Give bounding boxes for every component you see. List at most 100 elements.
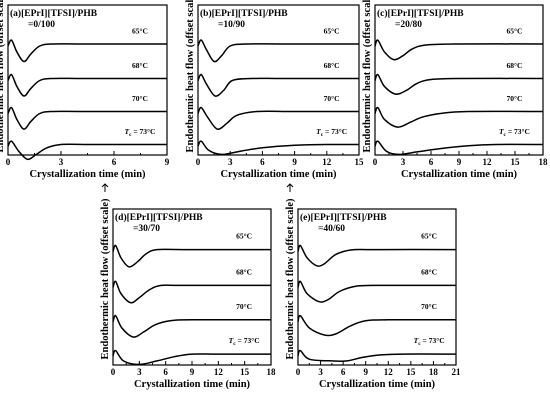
y-axis-arrow: [286, 183, 294, 192]
panel-b: 0 3 6 9 12 15 Crystallization time (min) Endoth…: [185, 0, 364, 180]
series-label: 65°C: [236, 232, 252, 241]
x-tick-label: 9: [292, 157, 297, 167]
x-tick-label: 3: [137, 367, 142, 377]
series-label: 70°C: [236, 302, 252, 311]
series-line: [297, 244, 457, 267]
x-tick-label: 15: [406, 367, 416, 377]
series-line: [197, 39, 359, 63]
series-label: Tc = 73°C: [414, 336, 445, 347]
x-tick-label: 0: [296, 367, 301, 377]
series-label: 65°C: [506, 27, 522, 36]
panel-title: (c)[EPrI][TFSI]/PHB: [377, 8, 464, 19]
panel-a: 0 3 6 9 Crystallization time (min) Endothermi…: [0, 0, 170, 180]
series-line: [112, 244, 271, 268]
panel-title: (b)[EPrI][TFSI]/PHB: [200, 8, 288, 19]
panel-subtitle: =30/70: [133, 224, 160, 234]
x-tick-label: 9: [363, 367, 368, 377]
series-line: [374, 140, 544, 156]
panel-subtitle: =40/60: [318, 224, 345, 234]
x-tick-label: 0: [6, 157, 11, 167]
series-label: 70°C: [132, 94, 148, 103]
series-label: 65°C: [421, 232, 437, 241]
x-axis-label: Crystallization time (min): [401, 169, 518, 180]
series-line: [112, 280, 271, 304]
series-line: [374, 73, 544, 95]
x-tick-label: 0: [373, 157, 378, 167]
series-line: [7, 73, 167, 97]
series-label: 70°C: [324, 94, 340, 103]
x-tick-label: 15: [355, 157, 365, 167]
series-line: [197, 73, 359, 97]
x-axis-label: Crystallization time (min): [134, 379, 251, 390]
x-tick-label: 12: [483, 157, 493, 167]
x-tick-label: 3: [228, 157, 233, 167]
series-line: [112, 314, 272, 338]
x-tick-label: 6: [260, 157, 265, 167]
y-axis-label: Endothermic heat flow (offset scale): [100, 198, 111, 359]
x-axis-label: Crystallization time (min): [319, 379, 436, 390]
panel-title: (d)[EPrI][TFSI]/PHB: [115, 212, 203, 223]
series-line: [7, 106, 167, 130]
series-line: [197, 140, 360, 156]
y-axis-label: Endothermic heat flow (offset scale): [185, 0, 196, 152]
series-line: [297, 314, 457, 337]
x-tick-label: 6: [429, 157, 434, 167]
x-tick-label: 3: [59, 157, 64, 167]
x-tick-label: 6: [163, 367, 168, 377]
series-label: 68°C: [132, 61, 148, 70]
x-tick-label: 12: [384, 367, 394, 377]
x-axis-label: Crystallization time (min): [220, 169, 337, 180]
x-tick-label: 0: [111, 367, 116, 377]
series-label: 70°C: [506, 94, 522, 103]
x-tick-label: 9: [165, 157, 170, 167]
series-line: [374, 106, 544, 128]
series-label: 68°C: [324, 61, 340, 70]
series-line: [297, 349, 457, 362]
panel-d: 0 3 6 9 12 15 18 Crystallization time (min) Endo…: [100, 183, 277, 390]
panel-subtitle: =10/90: [218, 20, 245, 30]
x-tick-label: 9: [190, 367, 195, 377]
series-line: [7, 39, 167, 63]
series-line: [374, 39, 544, 61]
x-tick-label: 12: [214, 367, 224, 377]
panel-title: (a)[EPrI][TFSI]/PHB: [10, 8, 98, 19]
x-tick-label: 18: [267, 367, 277, 377]
panel-subtitle: =20/80: [395, 20, 422, 30]
series-label: Tc = 73°C: [124, 127, 155, 138]
x-tick-label: 0: [196, 157, 201, 167]
series-label: 68°C: [421, 268, 437, 277]
panel-title: (e)[EPrI][TFSI]/PHB: [300, 212, 387, 223]
series-line: [7, 140, 167, 161]
x-tick-label: 18: [429, 367, 439, 377]
series-line: [197, 106, 359, 130]
series-label: 68°C: [506, 61, 522, 70]
panel-subtitle: =0/100: [28, 20, 55, 30]
series-line: [112, 349, 271, 366]
panel-e: 0 3 6 9 12 15 18 21 Crystallization time (min) En…: [285, 183, 462, 390]
y-axis-label: Endothermic heat flow (offset scale): [0, 0, 6, 152]
x-tick-label: 18: [539, 157, 549, 167]
x-tick-label: 12: [322, 157, 332, 167]
x-tick-label: 3: [401, 157, 406, 167]
x-tick-label: 6: [341, 367, 346, 377]
series-label: Tc = 73°C: [229, 336, 260, 347]
series-label: 65°C: [132, 27, 148, 36]
series-label: 65°C: [324, 27, 340, 36]
y-axis-label: Endothermic heat flow (offset scale): [285, 198, 296, 359]
series-label: 68°C: [236, 268, 252, 277]
x-tick-label: 15: [240, 367, 250, 377]
series-label: Tc = 73°C: [316, 127, 347, 138]
x-tick-label: 21: [452, 367, 462, 377]
series-label: Tc = 73°C: [499, 127, 530, 138]
x-tick-label: 3: [318, 367, 323, 377]
series-line: [297, 280, 457, 303]
x-tick-label: 9: [457, 157, 462, 167]
y-axis-label: Endothermic heat flow (offset scale): [362, 0, 373, 152]
x-tick-label: 15: [511, 157, 521, 167]
x-axis-label: Crystallization time (min): [29, 169, 146, 180]
series-label: 70°C: [421, 302, 437, 311]
panel-c: 0 3 6 9 12 15 18 Crystallization time (min) Endo…: [362, 0, 548, 180]
x-tick-label: 6: [112, 157, 117, 167]
